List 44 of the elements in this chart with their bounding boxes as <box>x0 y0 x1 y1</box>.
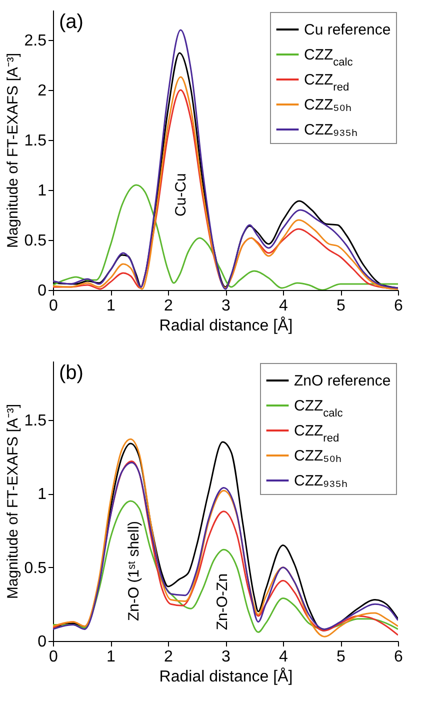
y-tick-label: 1.5 <box>24 412 47 430</box>
x-tick-label: 4 <box>279 648 288 666</box>
x-tick-label: 5 <box>336 298 346 314</box>
x-tick-label: 4 <box>279 298 288 314</box>
legend-label: CZZ₅₀ₕ <box>294 448 342 464</box>
y-axis-title: Magnitude of FT-EXAFS [A⁻³] <box>4 404 22 600</box>
chart-title: (a) <box>59 11 84 33</box>
annotation: Cu-Cu <box>172 173 190 216</box>
legend-label: CZZ$_{calc}$ <box>304 46 354 68</box>
x-tick-label: 1 <box>106 648 116 666</box>
x-tick-label: 3 <box>222 648 231 666</box>
y-tick-label: 0.5 <box>24 232 47 250</box>
legend-label: CZZ$_{red}$ <box>294 422 340 444</box>
x-tick-label: 6 <box>394 648 404 666</box>
legend-label: Cu reference <box>304 22 391 38</box>
y-tick-label: 2.5 <box>24 32 47 50</box>
x-tick-label: 2 <box>164 298 174 314</box>
legend-label: CZZ$_{red}$ <box>304 72 350 94</box>
x-tick-label: 0 <box>49 648 58 666</box>
x-tick-label: 1 <box>106 298 116 314</box>
legend-label: CZZ$_{calc}$ <box>294 398 344 420</box>
y-tick-label: 0 <box>38 282 47 300</box>
y-tick-label: 0.5 <box>24 560 47 577</box>
annotation: Zn-O (1ˢᵗ shell) <box>125 520 142 622</box>
legend-label: CZZ₅₀ₕ <box>304 96 352 114</box>
line-series <box>53 500 398 633</box>
chart-title: (b) <box>59 362 84 384</box>
x-axis-title: Radial distance [Å] <box>159 316 293 334</box>
x-axis-title: Radial distance [Å] <box>159 668 293 686</box>
x-tick-label: 2 <box>164 648 174 666</box>
y-tick-label: 0 <box>38 634 47 650</box>
x-tick-label: 3 <box>222 298 231 314</box>
legend-label: CZZ₉₃₅ₕ <box>294 472 348 490</box>
x-tick-label: 5 <box>336 648 346 666</box>
annotation: Zn-O-Zn <box>214 573 232 630</box>
x-tick-label: 6 <box>394 298 404 314</box>
y-tick-label: 1.5 <box>24 132 47 150</box>
y-tick-label: 2 <box>38 82 47 100</box>
y-axis-title: Magnitude of FT-EXAFS [A⁻³] <box>4 52 22 248</box>
y-tick-label: 1 <box>38 182 47 200</box>
legend-label: CZZ₉₃₅ₕ <box>304 122 358 138</box>
y-tick-label: 1 <box>38 486 47 504</box>
x-tick-label: 0 <box>49 298 58 314</box>
legend-label: ZnO reference <box>294 372 391 390</box>
